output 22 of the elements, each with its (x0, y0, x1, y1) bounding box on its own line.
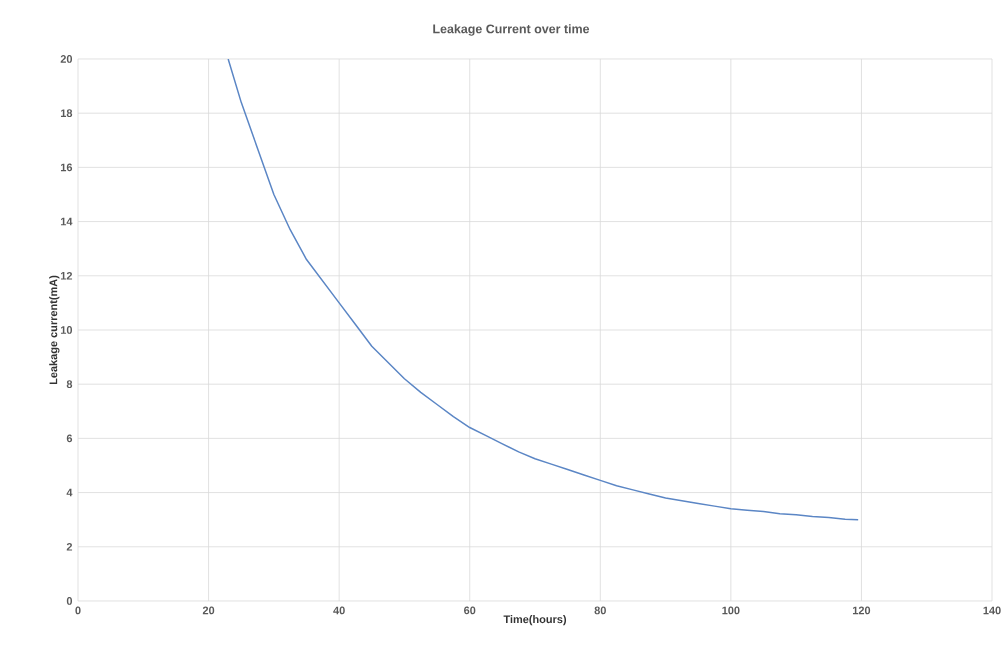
x-axis-title: Time(hours) (503, 615, 567, 626)
y-tick-label: 0 (66, 597, 73, 605)
y-tick-label: 16 (60, 163, 73, 172)
y-tick-label: 4 (66, 488, 73, 497)
y-tick-label: 2 (66, 542, 73, 551)
x-tick-label: 0 (75, 606, 81, 615)
y-tick-label: 8 (66, 380, 73, 389)
x-tick-label: 140 (983, 606, 1001, 615)
y-tick-label: 12 (60, 271, 73, 280)
x-tick-label: 100 (722, 606, 740, 615)
y-tick-label: 20 (60, 55, 73, 63)
x-tick-label: 80 (594, 606, 606, 615)
x-tick-label: 20 (202, 606, 215, 615)
y-tick-label: 6 (66, 434, 73, 443)
y-tick-label: 14 (60, 217, 73, 226)
x-tick-label: 60 (464, 606, 476, 615)
y-tick-label: 10 (60, 326, 73, 334)
x-tick-label: 40 (333, 606, 345, 615)
y-tick-label: 18 (60, 109, 73, 118)
y-axis-title: Leakage current(mA) (49, 275, 60, 385)
chart-title: Leakage Current over time (433, 24, 590, 36)
x-tick-label: 120 (852, 606, 871, 615)
